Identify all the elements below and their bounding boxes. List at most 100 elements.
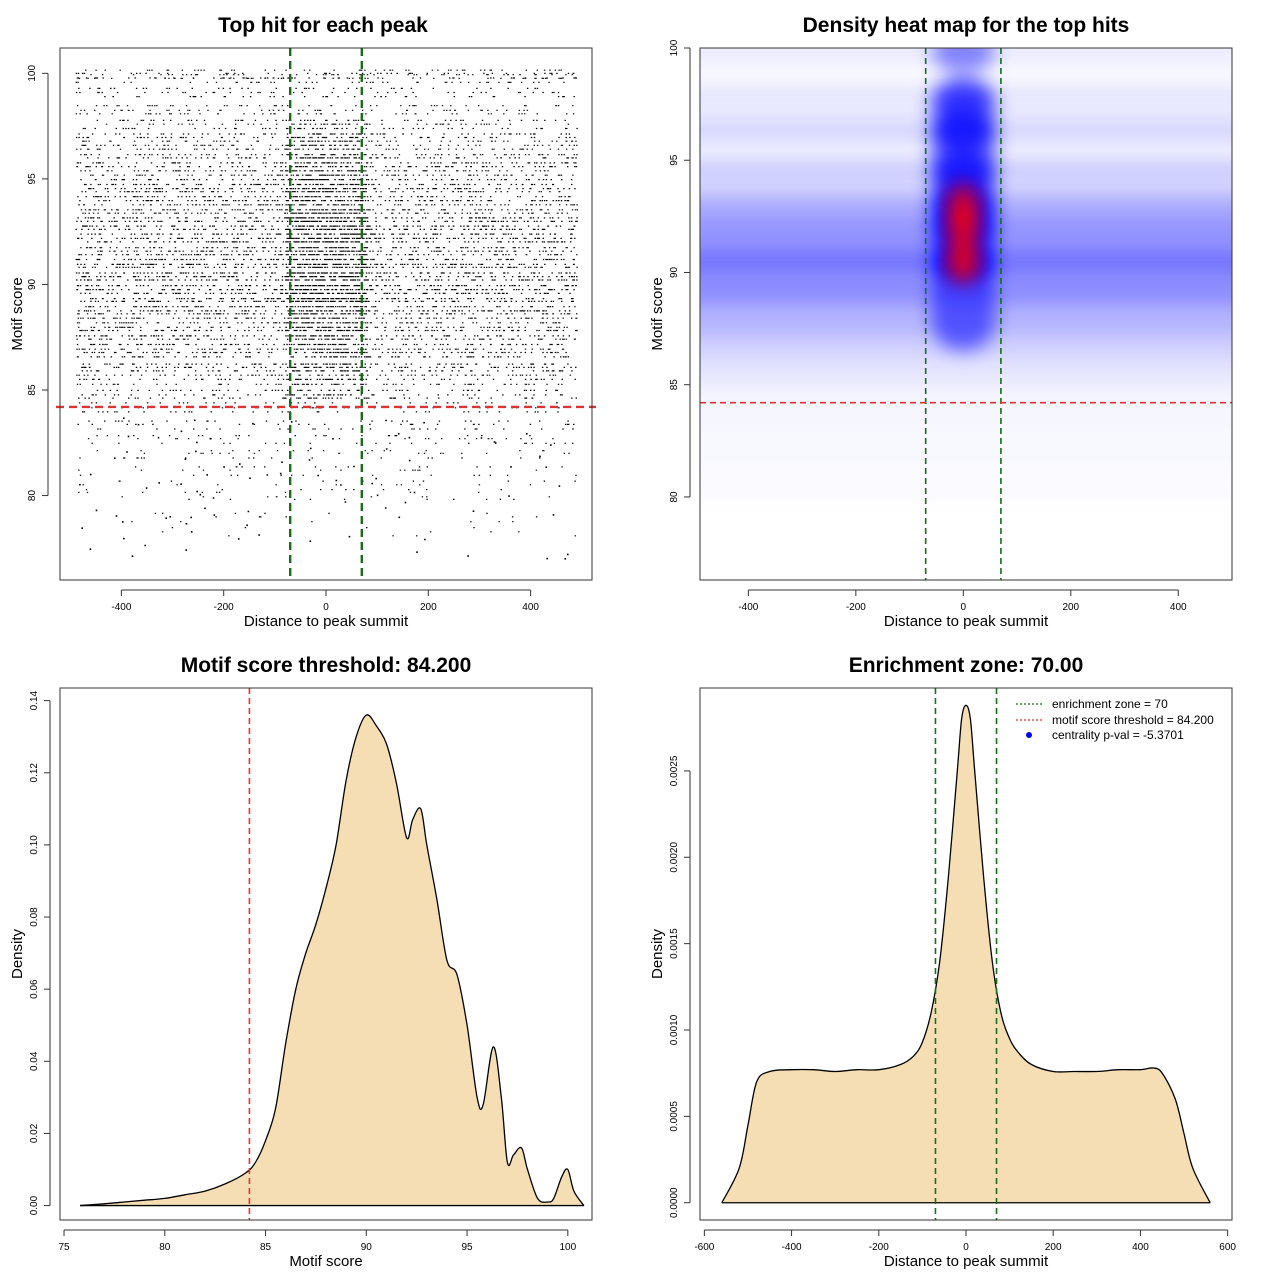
heatmap-center-blob: [931, 48, 996, 73]
score-density-x-tick-label: 75: [58, 1242, 70, 1253]
score-density-y-tick-label: 0.10: [29, 835, 40, 855]
heatmap-x-axis: -400 -200 0 200 400: [738, 589, 1187, 613]
distance-density-y-tick-label: 0.0010: [669, 1014, 680, 1045]
distance-density-x-tick-label: 600: [1219, 1242, 1236, 1253]
scatter-x-axis: -400 -200 0 200 400: [111, 589, 539, 613]
scatter-y-tick-label: 90: [27, 278, 38, 290]
scatter-x-tick-label: 0: [323, 602, 329, 613]
score-density-x-tick-label: 85: [260, 1242, 272, 1253]
score-density-x-tick-label: 100: [559, 1242, 576, 1253]
heatmap-center-blob: [931, 77, 996, 118]
heatmap-x-label: Distance to peak summit: [884, 613, 1049, 630]
scatter-y-axis: 80 85 90 95 100: [27, 65, 49, 502]
score-density-plot-frame: [59, 687, 593, 1221]
distance-density-x-tick-label: 0: [963, 1242, 969, 1253]
distance-density-fill: [721, 705, 1211, 1203]
score-density-y-tick-label: 0.14: [29, 690, 40, 710]
distance-density-lines: [934, 688, 998, 1220]
heatmap-y-label: Motif score: [649, 277, 666, 350]
distance-density-x-axis: -600 -400 -200 0 200 400 600: [694, 1229, 1236, 1253]
heatmap-density: [700, 48, 1232, 433]
scatter-x-tick-label: -400: [111, 602, 131, 613]
score-density-fill: [80, 714, 584, 1206]
scatter-y-tick-label: 100: [27, 65, 38, 82]
heatmap-band: [700, 370, 1232, 399]
distance-density-y-tick-label: 0.0020: [669, 842, 680, 873]
score-density-title: Motif score threshold: 84.200: [181, 654, 472, 677]
heatmap-y-tick-label: 100: [669, 39, 680, 56]
heatmap-lines: [700, 48, 1232, 580]
heatmap-plot-frame: [699, 47, 1233, 581]
scatter-points: [75, 69, 578, 560]
scatter-plot-frame: [59, 47, 593, 581]
score-density-y-tick-label: 0.04: [29, 1051, 40, 1071]
distance-density-area: [721, 704, 1211, 1204]
legend-label-zone: enrichment zone = 70: [1052, 697, 1168, 711]
score-density-y-tick-label: 0.06: [29, 979, 40, 999]
heatmap-y-tick-label: 80: [669, 491, 680, 503]
distance-density-y-label: Density: [649, 928, 666, 979]
distance-density-plot-frame: [699, 687, 1233, 1221]
scatter-x-tick-label: 400: [522, 602, 539, 613]
heatmap-hot-layer: [945, 183, 982, 284]
distance-density-x-tick-label: 400: [1132, 1242, 1149, 1253]
scatter-lines: [56, 48, 596, 580]
distance-density-panel: Enrichment zone: 70.00 -600 -400 -200 0 200 4…: [649, 654, 1236, 1270]
legend-label-pval: centrality p-val = -5.3701: [1052, 728, 1184, 742]
score-density-x-label: Motif score: [289, 1253, 362, 1270]
heatmap-hot-spot: [945, 239, 982, 284]
scatter-x-label: Distance to peak summit: [244, 613, 409, 630]
score-density-x-tick-label: 80: [159, 1242, 171, 1253]
scatter-point-cloud: [75, 69, 578, 560]
heatmap-title: Density heat map for the top hits: [803, 14, 1130, 37]
scatter-x-tick-label: 200: [420, 602, 437, 613]
heatmap-center-blob: [931, 151, 996, 192]
heatmap-x-tick-label: 400: [1170, 602, 1187, 613]
distance-density-curve: [721, 704, 1211, 1204]
heatmap-panel: Density heat map for the top hits -400 -2…: [649, 14, 1233, 630]
legend-label-threshold: motif score threshold = 84.200: [1052, 713, 1214, 727]
scatter-y-tick-label: 85: [27, 384, 38, 396]
distance-density-x-tick-label: -600: [694, 1242, 714, 1253]
distance-density-y-tick-label: 0.0000: [669, 1187, 680, 1218]
score-density-y-tick-label: 0.02: [29, 1123, 40, 1143]
scatter-title: Top hit for each peak: [218, 14, 428, 37]
distance-density-x-tick-label: -400: [782, 1242, 802, 1253]
heatmap-x-tick-label: 200: [1062, 602, 1079, 613]
score-density-area: [80, 714, 585, 1207]
distance-density-y-tick-label: 0.0015: [669, 928, 680, 959]
heatmap-y-axis: 80 85 90 95 100: [669, 39, 691, 503]
score-density-y-tick-label: 0.00: [29, 1195, 40, 1215]
distance-density-x-tick-label: -200: [869, 1242, 889, 1253]
distance-density-x-tick-label: 200: [1045, 1242, 1062, 1253]
score-density-y-label: Density: [9, 928, 26, 979]
legend-swatch-pval: [1026, 732, 1032, 738]
score-density-curve: [80, 714, 585, 1207]
scatter-x-tick-label: -200: [214, 602, 234, 613]
scatter-panel: Top hit for each peak -400 -200 0 200 400 80…: [9, 14, 596, 630]
heatmap-x-tick-label: 0: [961, 602, 967, 613]
distance-density-y-tick-label: 0.0025: [669, 755, 680, 786]
score-density-x-tick-label: 90: [361, 1242, 373, 1253]
scatter-y-tick-label: 80: [27, 490, 38, 502]
heatmap-x-tick-label: -200: [846, 602, 866, 613]
heatmap-y-tick-label: 90: [669, 266, 680, 278]
heatmap-y-tick-label: 85: [669, 379, 680, 391]
score-density-x-tick-label: 95: [461, 1242, 473, 1253]
score-density-y-axis: 0.00 0.02 0.04 0.06 0.08 0.10 0.12 0.14: [29, 690, 51, 1215]
distance-density-y-axis: 0.0000 0.0005 0.0010 0.0015 0.0020 0.0025: [669, 755, 691, 1218]
score-density-y-tick-label: 0.12: [29, 763, 40, 783]
heatmap-band: [700, 404, 1232, 433]
distance-density-x-label: Distance to peak summit: [884, 1253, 1049, 1270]
scatter-y-tick-label: 95: [27, 173, 38, 185]
distance-density-title: Enrichment zone: 70.00: [849, 654, 1084, 677]
heatmap-x-tick-label: -400: [738, 602, 758, 613]
score-density-y-tick-label: 0.08: [29, 907, 40, 927]
distance-density-legend: enrichment zone = 70 motif score thresho…: [1016, 697, 1214, 742]
heatmap-y-tick-label: 95: [669, 154, 680, 166]
score-density-panel: Motif score threshold: 84.200 75 80 85 90 95…: [9, 654, 593, 1270]
heatmap-center-blob: [931, 111, 996, 152]
scatter-y-label: Motif score: [9, 277, 26, 350]
distance-density-y-tick-label: 0.0005: [669, 1101, 680, 1132]
heatmap-hot-spot: [945, 183, 982, 228]
